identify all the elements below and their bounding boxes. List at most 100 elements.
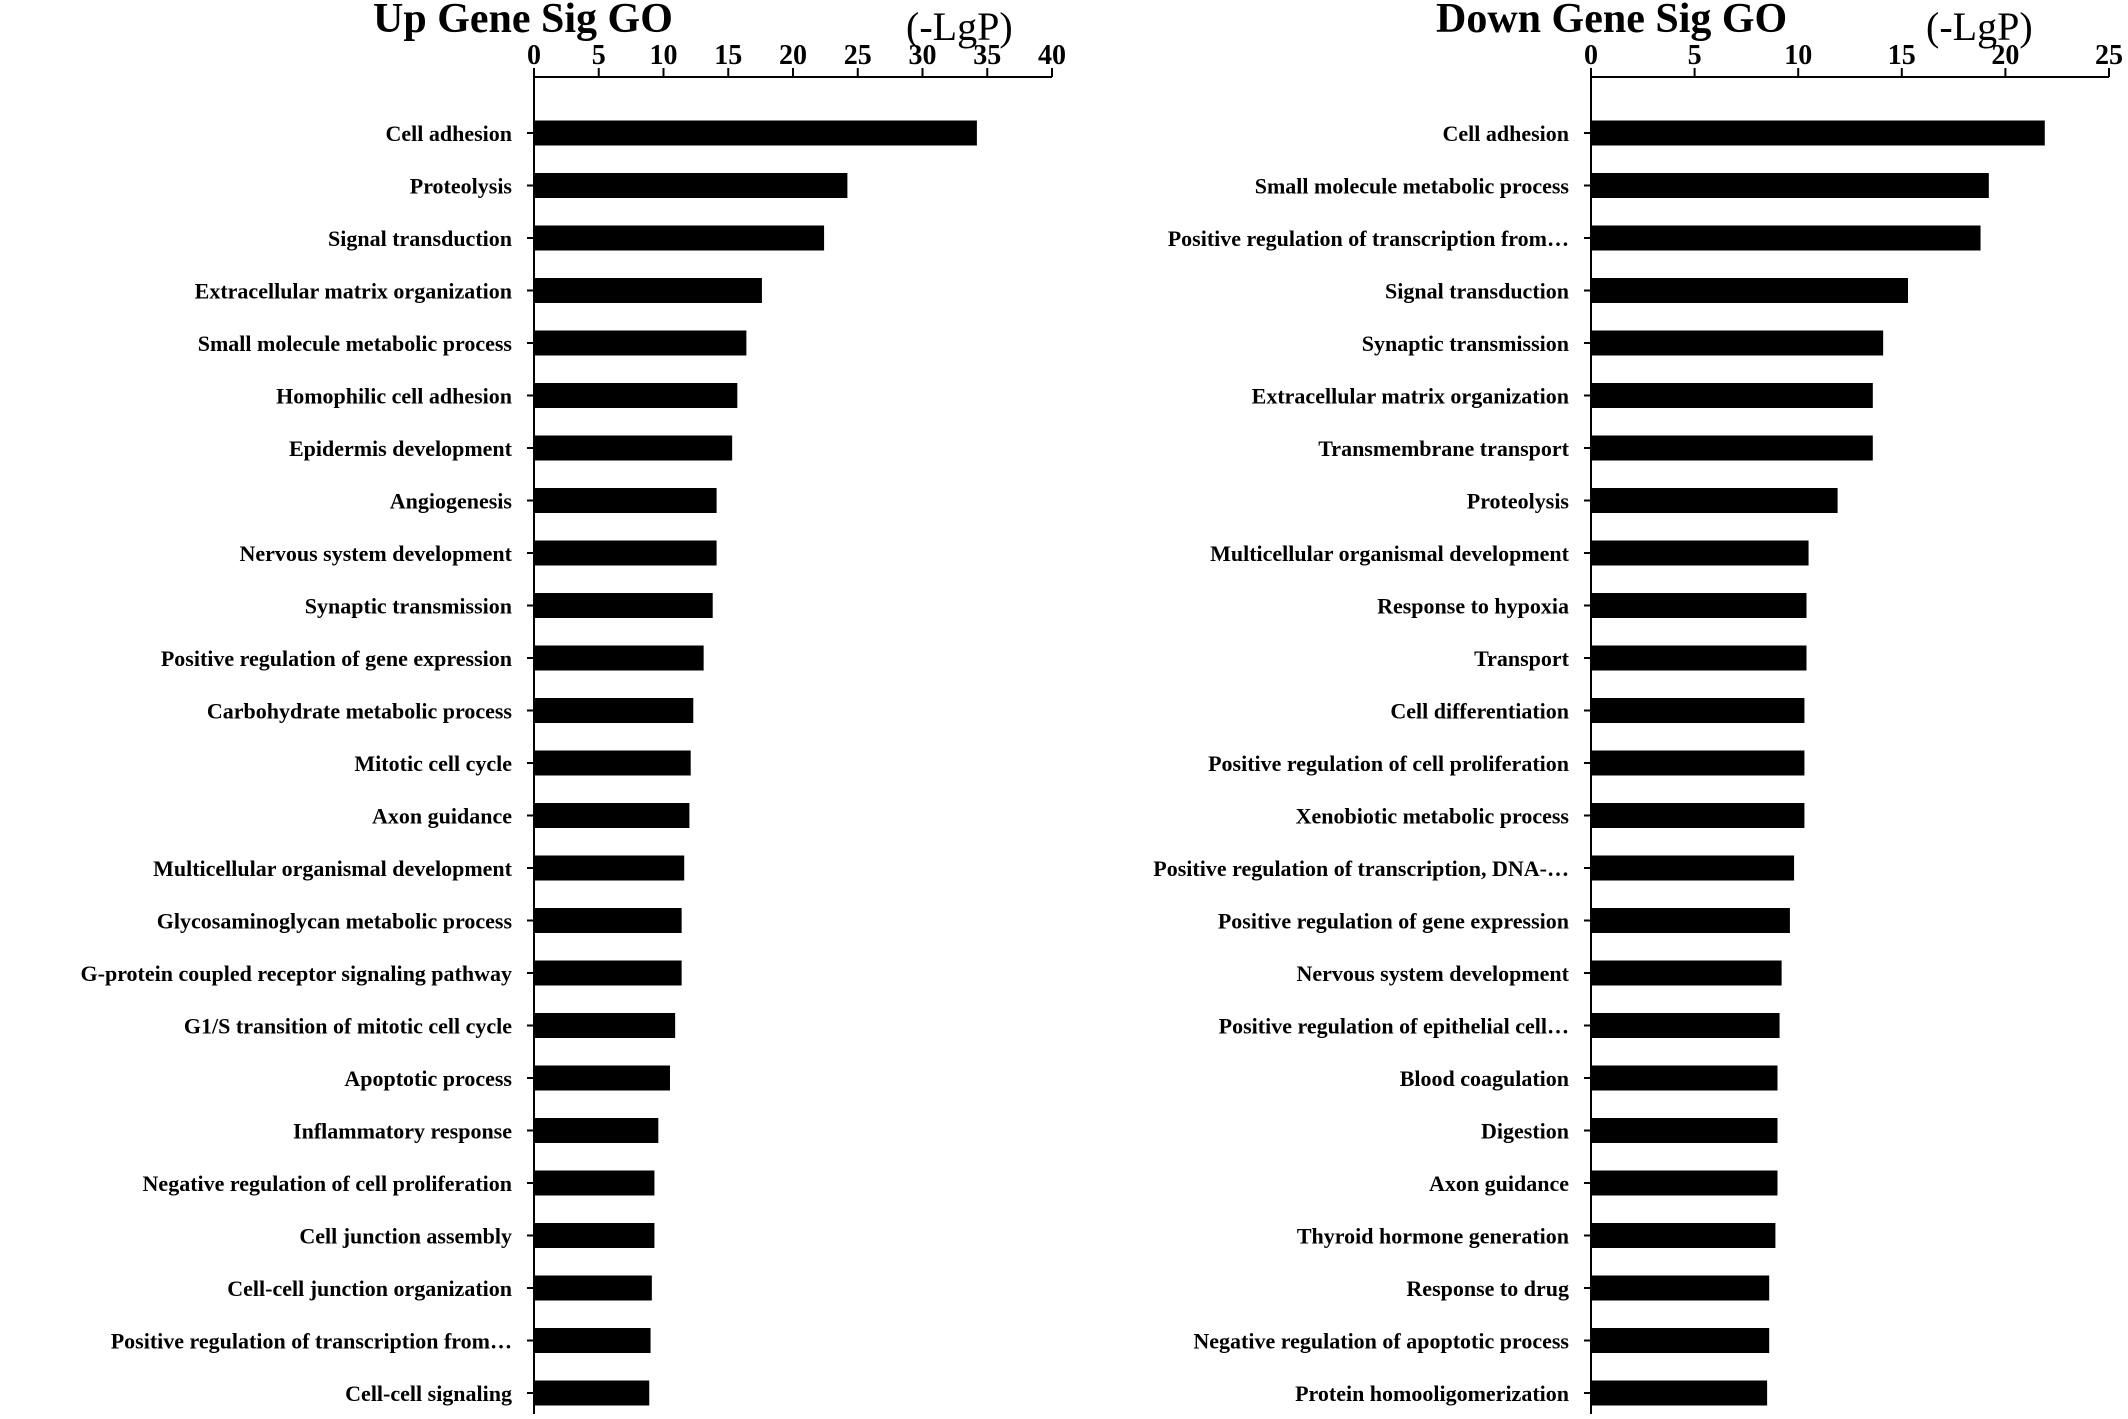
down-bar [1591, 803, 1805, 828]
up-bar [534, 750, 691, 776]
up-bar [534, 1170, 655, 1196]
up-bar [534, 1065, 670, 1091]
up-tick-label: 5 [592, 40, 606, 71]
up-tick-label: 35 [973, 40, 1001, 71]
up-bar [534, 383, 738, 408]
down-category-label: Cell adhesion [1442, 121, 1569, 146]
up-tick-label: 15 [714, 40, 742, 71]
down-category-label: Multicellular organismal development [1210, 541, 1570, 566]
down-category-label: Nervous system development [1296, 961, 1569, 986]
down-tick-label: 20 [1991, 40, 2019, 71]
down-bar [1591, 908, 1790, 933]
up-category-label: Homophilic cell adhesion [276, 384, 512, 409]
down-category-label: Xenobiotic metabolic process [1296, 804, 1570, 829]
down-chart-title: Down Gene Sig GO [1436, 0, 1787, 42]
up-bar [534, 225, 825, 251]
down-category-label: Positive regulation of cell proliferatio… [1208, 751, 1569, 776]
up-bar [534, 908, 682, 933]
down-bar [1591, 1328, 1770, 1353]
up-category-label: Multicellular organismal development [153, 856, 513, 881]
down-bar [1591, 1380, 1768, 1406]
down-bar [1591, 1013, 1780, 1038]
down-category-label: Thyroid hormone generation [1297, 1224, 1569, 1249]
up-bar [534, 1223, 655, 1248]
down-bar [1591, 1223, 1776, 1248]
down-category-label: Positive regulation of epithelial cell… [1219, 1014, 1569, 1039]
down-category-label: Positive regulation of gene expression [1218, 909, 1569, 934]
up-bar [534, 698, 694, 723]
down-bar [1591, 855, 1795, 881]
up-category-label: Axon guidance [372, 804, 512, 829]
up-category-label: Signal transduction [328, 226, 512, 251]
down-category-label: Cell differentiation [1390, 699, 1569, 724]
up-tick-label: 0 [527, 40, 541, 71]
down-category-label: Blood coagulation [1400, 1066, 1569, 1091]
down-bar [1591, 1065, 1778, 1091]
up-bar [534, 435, 733, 461]
up-category-label: Cell adhesion [385, 121, 512, 146]
up-category-label: Glycosaminoglycan metabolic process [157, 909, 513, 934]
up-category-label: Apoptotic process [344, 1066, 512, 1091]
down-category-label: Axon guidance [1429, 1171, 1569, 1196]
up-chart-title: Up Gene Sig GO [373, 0, 673, 42]
down-bar [1591, 435, 1873, 461]
down-tick-label: 15 [1888, 40, 1916, 71]
up-category-label: Cell junction assembly [299, 1224, 512, 1249]
down-tick-label: 0 [1584, 40, 1598, 71]
down-bar [1591, 960, 1782, 986]
down-bar [1591, 173, 1989, 198]
down-category-label: Synaptic transmission [1362, 331, 1569, 356]
down-bar [1591, 278, 1909, 303]
down-category-label: Transport [1474, 646, 1570, 671]
up-bar [534, 330, 747, 356]
down-category-label: Negative regulation of apoptotic process [1193, 1329, 1569, 1354]
up-bar [534, 855, 685, 881]
up-category-label: Carbohydrate metabolic process [207, 699, 513, 724]
down-tick-label: 25 [2095, 40, 2123, 71]
down-category-label: Small molecule metabolic process [1255, 174, 1570, 199]
up-category-label: Synaptic transmission [305, 594, 512, 619]
down-category-label: Protein homooligomerization [1295, 1381, 1569, 1406]
down-bar-chart: 0 5 10 15 20 25 Cell adhesion Small molecule me… [1153, 40, 2123, 1414]
up-bar [534, 278, 762, 303]
up-category-label: Nervous system development [239, 541, 512, 566]
up-bar [534, 540, 717, 566]
up-category-label: Negative regulation of cell proliferatio… [143, 1171, 512, 1196]
down-bar [1591, 120, 2045, 146]
up-bar [534, 173, 848, 198]
down-category-label: Positive regulation of transcription, DN… [1153, 856, 1569, 881]
down-category-label: Extracellular matrix organization [1252, 384, 1569, 409]
down-bar [1591, 1275, 1770, 1301]
down-bar [1591, 645, 1807, 671]
up-category-label: Extracellular matrix organization [195, 279, 512, 304]
down-category-label: Positive regulation of transcription fro… [1168, 226, 1569, 251]
up-bar [534, 960, 682, 986]
up-category-label: Positive regulation of transcription fro… [111, 1329, 512, 1354]
down-bar [1591, 1170, 1778, 1196]
up-category-label: Cell-cell junction organization [227, 1276, 512, 1301]
down-bar [1591, 488, 1838, 513]
down-bar [1591, 383, 1873, 408]
down-category-label: Transmembrane transport [1318, 436, 1569, 461]
up-tick-label: 30 [909, 40, 937, 71]
down-tick-label: 5 [1688, 40, 1702, 71]
up-bar [534, 803, 690, 828]
up-bar [534, 1013, 676, 1038]
up-category-label: Cell-cell signaling [345, 1381, 512, 1406]
up-unit-label: (-LgP) [906, 4, 1013, 49]
up-bar [534, 593, 713, 618]
down-category-label: Digestion [1481, 1119, 1569, 1144]
up-gene-panel: Up Gene Sig GO (-LgP) [373, 0, 1013, 49]
up-category-label: Small molecule metabolic process [198, 331, 513, 356]
up-bar [534, 1380, 650, 1406]
down-bar [1591, 698, 1805, 723]
down-bar [1591, 540, 1809, 566]
up-tick-label: 25 [844, 40, 872, 71]
up-bar [534, 488, 717, 513]
down-tick-label: 10 [1784, 40, 1812, 71]
down-bar [1591, 750, 1805, 776]
up-category-label: Epidermis development [289, 436, 513, 461]
down-gene-panel: Down Gene Sig GO (-LgP) [1436, 0, 2033, 49]
